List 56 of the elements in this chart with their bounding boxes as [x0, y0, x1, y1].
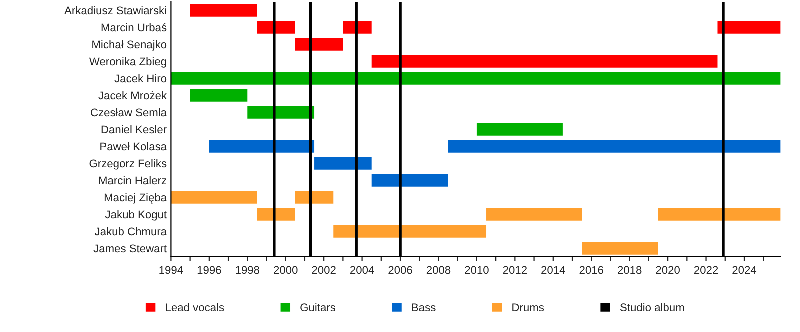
- legend-label: Lead vocals: [166, 303, 224, 312]
- bar: [582, 242, 658, 255]
- x-tick-label: 1994: [160, 266, 184, 274]
- bar: [718, 21, 781, 34]
- x-tick-label: 2024: [732, 266, 757, 274]
- y-tick-label: Marcin Urbaś: [102, 23, 167, 32]
- x-tick-label: 2022: [694, 266, 718, 274]
- x-tick-label: 2014: [542, 266, 566, 274]
- y-tick-label: Marcin Halerz: [99, 176, 166, 185]
- y-tick-label: Michał Senajko: [92, 40, 167, 51]
- bar: [295, 191, 334, 204]
- bar: [257, 208, 296, 221]
- bar: [372, 55, 718, 68]
- bar: [171, 72, 781, 85]
- x-tick-label: 1996: [198, 266, 222, 274]
- x-tick-label: 2018: [618, 266, 642, 274]
- bar: [248, 106, 315, 119]
- x-tick-label: 2004: [350, 266, 374, 274]
- bar: [295, 38, 344, 51]
- y-tick-label: Czesław Semla: [91, 108, 168, 117]
- y-tick-label: Jakub Chmura: [94, 227, 168, 236]
- x-tick-label: 2006: [388, 266, 412, 274]
- bar: [486, 208, 582, 221]
- bar: [658, 208, 781, 221]
- x-tick-label: 2016: [580, 266, 604, 274]
- y-tick-label: Paweł Kolasa: [100, 142, 168, 151]
- y-tick-label: Jakub Kogut: [105, 210, 167, 221]
- legend-label: Studio album: [620, 303, 684, 312]
- bar: [476, 123, 563, 136]
- legend-label: Guitars: [300, 303, 336, 312]
- legend-label: Drums: [512, 304, 544, 312]
- x-tick-label: 2020: [656, 266, 680, 274]
- y-tick-label: Daniel Kesler: [102, 125, 167, 134]
- bar: [190, 4, 258, 17]
- y-tick-label: Weronika Zbieg: [89, 57, 166, 68]
- bar: [209, 140, 315, 153]
- x-tick-label: 2010: [465, 266, 489, 274]
- bar: [334, 225, 487, 238]
- x-tick-label: 1998: [236, 266, 260, 274]
- bar: [372, 174, 448, 187]
- bar: [257, 21, 296, 34]
- x-tick-label: 2000: [274, 266, 298, 274]
- y-tick-label: Arkadiusz Stawiarski: [64, 6, 166, 15]
- y-tick-label: James Stewart: [94, 244, 167, 253]
- y-tick-label: Maciej Zięba: [104, 193, 168, 204]
- bar: [314, 157, 372, 170]
- x-tick-label: 2012: [503, 266, 527, 274]
- bar: [171, 191, 258, 204]
- y-tick-label: Jacek Hiro: [114, 74, 167, 83]
- bar: [448, 140, 781, 153]
- legend-label: Bass: [412, 304, 436, 312]
- x-tick-label: 2008: [426, 266, 451, 274]
- bar: [190, 89, 248, 102]
- x-tick-label: 2002: [312, 266, 336, 274]
- y-tick-label: Jacek Mrożek: [98, 91, 168, 100]
- y-tick-label: Grzegorz Feliks: [90, 159, 167, 170]
